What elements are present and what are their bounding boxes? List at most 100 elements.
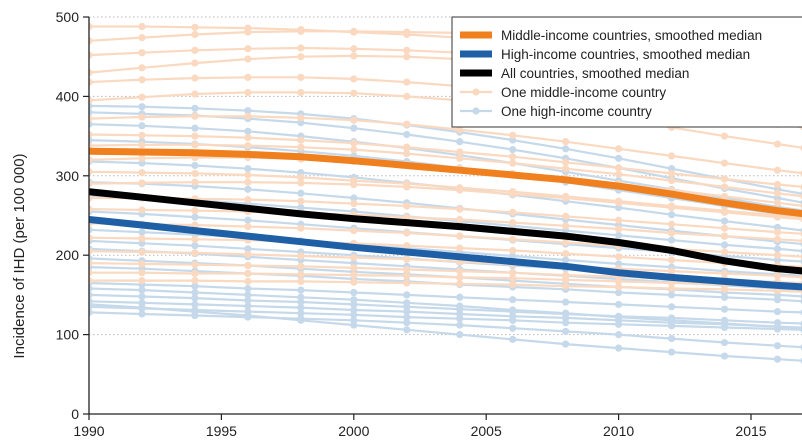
high-income-country-point <box>138 310 146 318</box>
middle-income-country-point <box>138 22 146 31</box>
middle-income-country-point <box>562 194 570 202</box>
middle-income-country-point <box>191 261 199 269</box>
middle-income-country-point <box>509 219 517 227</box>
middle-income-country-point <box>138 269 146 277</box>
middle-income-country-point <box>191 221 199 229</box>
middle-income-country-point <box>244 88 252 97</box>
middle-income-country-point <box>667 284 676 293</box>
middle-income-country-point <box>350 116 358 124</box>
middle-income-country-point <box>244 178 252 186</box>
middle-income-country-point <box>138 113 146 121</box>
legend-item-middle-country: One middle-income country <box>460 85 666 100</box>
legend-marker <box>472 88 480 96</box>
high-income-country-point <box>138 122 146 130</box>
middle-income-country-point <box>615 199 623 207</box>
high-income-country-point <box>297 203 305 212</box>
high-income-country-point <box>89 300 93 309</box>
high-income-country-point <box>191 307 199 316</box>
high-income-country-point <box>773 296 782 304</box>
high-income-country-point <box>350 288 358 297</box>
middle-income-country-point <box>403 279 411 287</box>
middle-income-country-point <box>403 183 411 191</box>
middle-income-country-point <box>509 269 517 277</box>
middle-income-country-point <box>720 132 729 140</box>
high-income-country-point <box>89 291 93 299</box>
middle-income-country-point <box>562 138 570 146</box>
high-income-country-point <box>773 355 782 363</box>
middle-income-country-point <box>297 44 305 52</box>
high-income-country-point <box>244 216 252 224</box>
middle-income-country-point <box>403 53 411 61</box>
middle-income-country-point <box>244 269 252 278</box>
high-income-country-point <box>615 331 623 339</box>
middle-income-country-point <box>191 269 199 278</box>
middle-income-country-point <box>403 202 411 210</box>
high-income-country-point <box>615 320 623 328</box>
high-income-country-point <box>244 245 252 253</box>
high-income-country-point <box>456 331 464 339</box>
high-income-country-point <box>720 293 729 301</box>
middle-income-country-point <box>191 249 199 257</box>
high-income-country-point <box>297 189 305 197</box>
middle-income-country-point <box>667 152 676 160</box>
middle-income-country-point <box>403 229 411 237</box>
high-income-country-point <box>773 325 782 333</box>
middle-income-country-point <box>456 186 464 194</box>
middle-income-country-point <box>191 112 199 120</box>
middle-income-country-point <box>720 232 729 240</box>
middle-income-country-point <box>191 23 199 31</box>
middle-income-country-point <box>562 222 570 230</box>
high-income-country-point <box>191 282 199 290</box>
legend-label: One middle-income country <box>501 85 666 100</box>
high-income-country <box>89 300 802 364</box>
middle-income-country-point <box>615 145 623 153</box>
middle-income-country-point <box>350 139 358 147</box>
axes: 0 100 200 300 400 500 1990 1995 2000 2005 2010 2015 <box>56 9 802 439</box>
middle-income-country-point <box>138 141 146 149</box>
middle-income-country-point <box>89 78 93 86</box>
high-income-country-point <box>562 145 570 153</box>
middle-income-country-point <box>562 282 570 290</box>
high-income-country-point <box>667 348 676 356</box>
middle-income-country-point <box>297 197 305 205</box>
middle-income-country-point <box>89 96 93 104</box>
high-income-country-point <box>720 305 729 313</box>
middle-income-country-point <box>720 192 729 201</box>
middle-income-country-point <box>562 250 570 258</box>
x-tick-label: 2005 <box>471 423 502 439</box>
middle-income-country-point <box>138 277 146 285</box>
middle-income-country-point <box>297 173 305 181</box>
high-income-country-point <box>350 321 358 329</box>
middle-income-country-point <box>720 269 729 278</box>
middle-income-country-point <box>297 252 305 260</box>
high-income-country-point <box>720 338 729 347</box>
middle-income-country-point <box>89 168 93 176</box>
middle-income-country-point <box>773 199 782 207</box>
middle-income-country <box>89 112 802 177</box>
high-income-country-point <box>615 300 623 309</box>
high-income-country-point <box>244 284 252 293</box>
middle-income-country-point <box>403 255 411 263</box>
middle-income-country-point <box>615 216 623 224</box>
high-income-country-point <box>191 242 199 250</box>
middle-income-country-point <box>667 256 676 264</box>
middle-income-country-point <box>667 279 676 287</box>
middle-income-country-point <box>403 242 411 250</box>
high-income-country-point <box>297 309 305 317</box>
high-income-country-point <box>773 307 782 316</box>
high-income-country-point <box>297 298 305 306</box>
middle-income-country-point <box>350 75 358 83</box>
middle-income-country-point <box>89 37 93 45</box>
middle-income-country-point <box>456 215 464 224</box>
middle-income-country-point <box>562 276 570 284</box>
high-income-country-point <box>297 316 305 324</box>
high-income-country-point <box>403 307 411 316</box>
legend-item-all-median: All countries, smoothed median <box>460 66 689 81</box>
high-income-country-point <box>138 292 146 301</box>
high-income-country-point <box>562 256 570 264</box>
middle-income-country-point <box>138 64 146 72</box>
high-income-country-point <box>456 315 464 323</box>
middle-income-country-point <box>191 74 199 82</box>
high-income-country-point <box>89 284 93 293</box>
middle-income-country-point <box>667 169 676 178</box>
